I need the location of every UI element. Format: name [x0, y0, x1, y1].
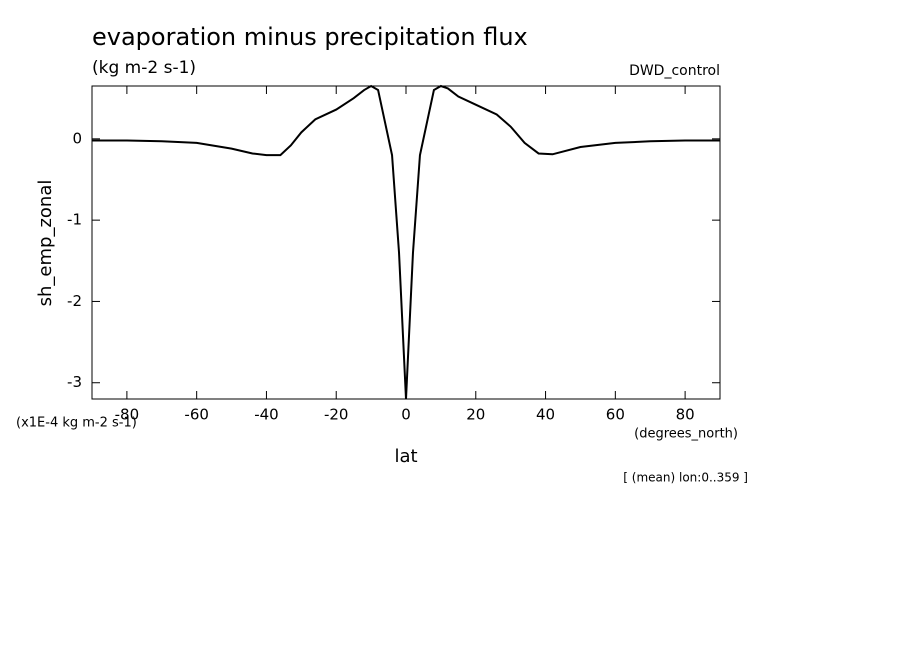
y-tick-label: 0	[72, 129, 82, 147]
x-tick-label: 20	[466, 406, 485, 424]
x-tick-label: 0	[401, 406, 411, 424]
x-tick-label: -80	[115, 406, 140, 424]
annotation: [ (mean) lon:0..359 ]	[623, 471, 748, 485]
x-tick-label: 40	[536, 406, 555, 424]
x-tick-label: 60	[606, 406, 625, 424]
chart-title: evaporation minus precipitation flux	[92, 23, 528, 51]
x-tick-label: -60	[184, 406, 209, 424]
y-tick-label: -3	[67, 373, 82, 391]
x-tick-label: -20	[324, 406, 349, 424]
y-tick-label: -2	[67, 292, 82, 310]
dataset-label: DWD_control	[629, 63, 720, 79]
y-tick-label: -1	[67, 211, 82, 229]
y-axis-label: sh_emp_zonal	[35, 180, 56, 307]
x-units: (degrees_north)	[634, 427, 738, 442]
line	[92, 84, 720, 400]
y-units: (x1E-4 kg m-2 s-1)	[16, 416, 137, 431]
plot-frame	[91, 85, 721, 400]
x-tick-label: -40	[254, 406, 279, 424]
x-axis-label: lat	[394, 446, 417, 467]
x-tick-label: 80	[676, 406, 695, 424]
subtitle: (kg m-2 s-1)	[92, 58, 196, 78]
